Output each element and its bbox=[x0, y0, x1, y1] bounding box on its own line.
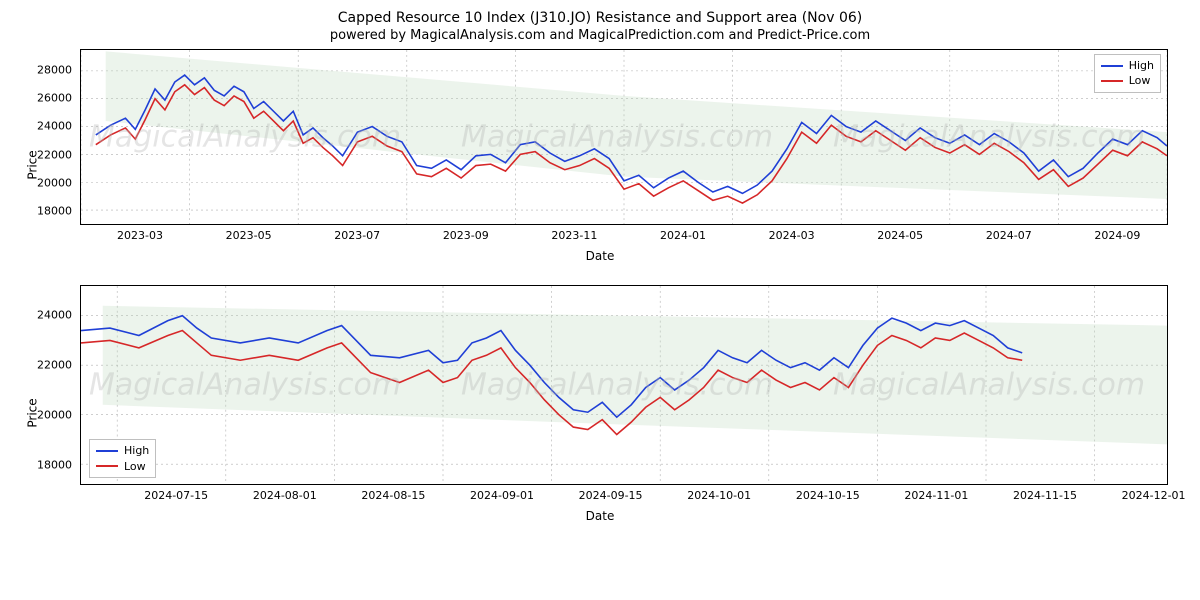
x-tick: 2023-09 bbox=[443, 229, 489, 242]
legend-low: Low bbox=[1129, 73, 1151, 88]
page-title: Capped Resource 10 Index (J310.JO) Resis… bbox=[12, 10, 1188, 26]
x-axis-label: Date bbox=[20, 509, 1180, 523]
y-tick: 24000 bbox=[37, 120, 72, 133]
chart-bottom: Price 18000200002200024000 MagicalAnalys… bbox=[20, 285, 1180, 541]
x-tick: 2023-03 bbox=[117, 229, 163, 242]
y-tick: 18000 bbox=[37, 459, 72, 472]
plot-area: MagicalAnalysis.com MagicalAnalysis.com … bbox=[80, 285, 1168, 485]
legend: High Low bbox=[89, 439, 156, 478]
x-tick: 2024-08-01 bbox=[253, 489, 317, 502]
legend-high: High bbox=[1129, 58, 1154, 73]
x-ticks: 2023-03 2023-05 2023-07 2023-09 2023-11 2024-… bbox=[80, 229, 1168, 245]
x-tick: 2024-01 bbox=[660, 229, 706, 242]
x-tick: 2023-11 bbox=[551, 229, 597, 242]
x-tick: 2024-07-15 bbox=[144, 489, 208, 502]
legend-high: High bbox=[124, 443, 149, 458]
x-tick: 2024-10-01 bbox=[687, 489, 751, 502]
x-tick: 2024-07 bbox=[986, 229, 1032, 242]
x-ticks: 2024-07-15 2024-08-01 2024-08-15 2024-09-01… bbox=[80, 489, 1168, 505]
x-tick: 2024-11-15 bbox=[1013, 489, 1077, 502]
y-tick: 24000 bbox=[37, 309, 72, 322]
legend-low: Low bbox=[124, 459, 146, 474]
plot-area: MagicalAnalysis.com MagicalAnalysis.com … bbox=[80, 49, 1168, 225]
x-tick: 2023-07 bbox=[334, 229, 380, 242]
x-tick: 2024-08-15 bbox=[361, 489, 425, 502]
y-tick: 18000 bbox=[37, 204, 72, 217]
legend: High Low bbox=[1094, 54, 1161, 93]
y-ticks: 18000 20000 22000 24000 26000 28000 bbox=[20, 49, 76, 225]
x-tick: 2024-09-15 bbox=[579, 489, 643, 502]
x-tick: 2024-09-01 bbox=[470, 489, 534, 502]
x-tick: 2023-05 bbox=[226, 229, 272, 242]
y-tick: 22000 bbox=[37, 148, 72, 161]
y-ticks: 18000 20000 22000 24000 bbox=[20, 285, 76, 485]
page-subtitle: powered by MagicalAnalysis.com and Magic… bbox=[12, 28, 1188, 43]
x-tick: 2024-03 bbox=[769, 229, 815, 242]
y-tick: 20000 bbox=[37, 176, 72, 189]
y-tick: 22000 bbox=[37, 359, 72, 372]
x-tick: 2024-11-01 bbox=[904, 489, 968, 502]
x-tick: 2024-10-15 bbox=[796, 489, 860, 502]
x-tick: 2024-05 bbox=[877, 229, 923, 242]
y-tick: 26000 bbox=[37, 92, 72, 105]
x-tick: 2024-12-01 bbox=[1122, 489, 1186, 502]
chart-top: Price 180002000022000240002600028000 Mag… bbox=[20, 49, 1180, 281]
y-tick: 28000 bbox=[37, 64, 72, 77]
x-axis-label: Date bbox=[20, 249, 1180, 263]
y-tick: 20000 bbox=[37, 409, 72, 422]
x-tick: 2024-09 bbox=[1094, 229, 1140, 242]
